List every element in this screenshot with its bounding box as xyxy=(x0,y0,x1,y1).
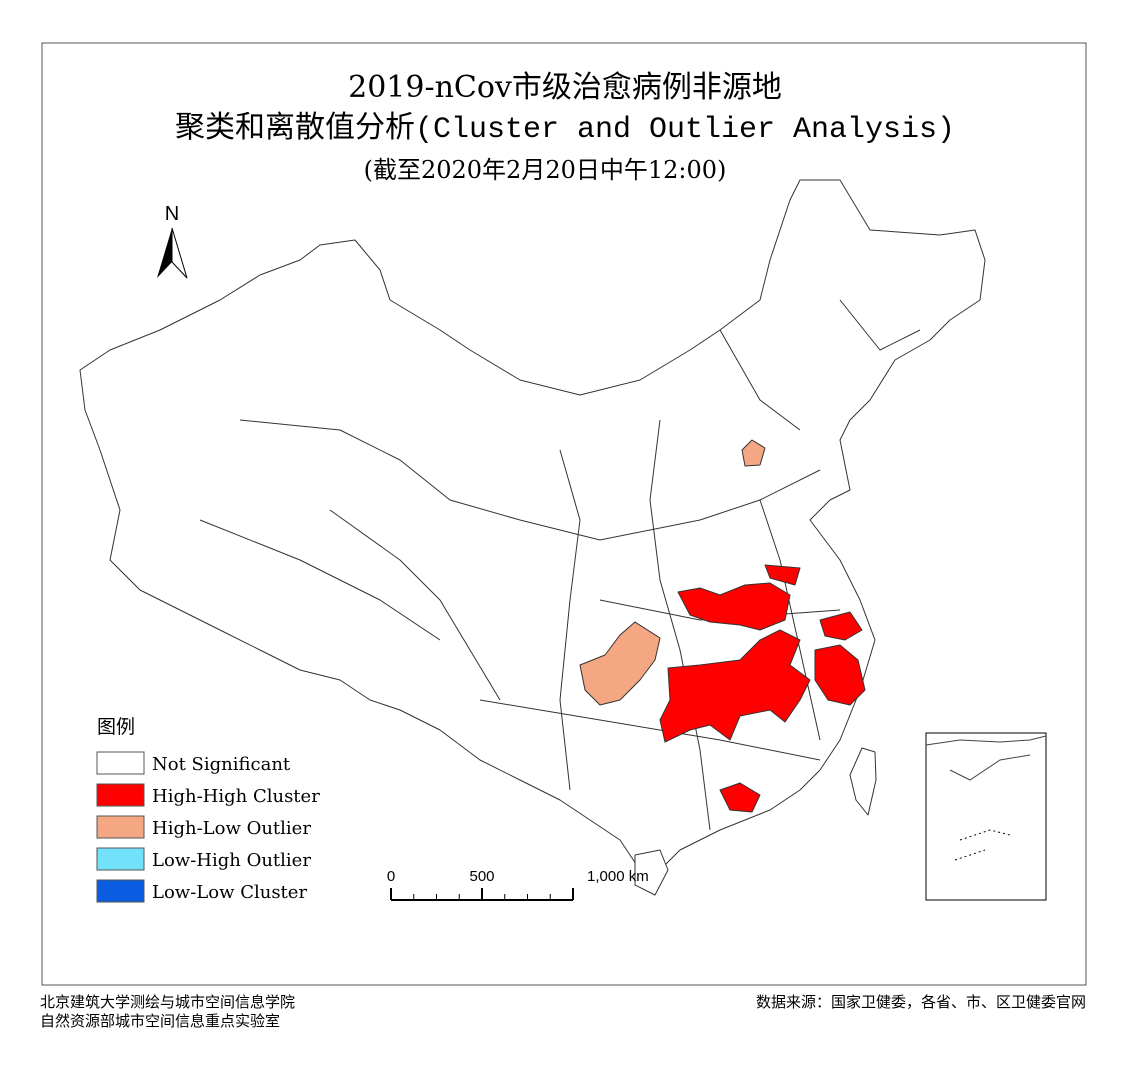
legend-label: Not Significant xyxy=(152,754,291,775)
region-boundary xyxy=(199,299,921,831)
legend-label: Low-Low Cluster xyxy=(152,882,307,903)
highlighted-region xyxy=(677,582,791,631)
inset-frame xyxy=(925,732,1047,901)
inset-map xyxy=(925,732,1047,901)
legend-label: Low-High Outlier xyxy=(152,850,311,871)
highlighted-region xyxy=(764,564,801,586)
scale-label: 1,000 km xyxy=(587,868,649,885)
legend-label: High-High Cluster xyxy=(152,786,320,807)
legend-swatch xyxy=(96,783,145,807)
legend-title: 图例 xyxy=(97,716,135,738)
highlighted-region xyxy=(741,439,766,467)
china-map xyxy=(79,179,993,896)
legend-swatch xyxy=(96,751,145,775)
footer-left-1: 北京建筑大学测绘与城市空间信息学院 xyxy=(40,993,295,1011)
legend-swatch xyxy=(96,847,145,871)
title-line3: (截至2020年2月20日中午12:00) xyxy=(364,156,727,184)
north-arrow: N xyxy=(157,203,188,279)
highlighted-region xyxy=(814,644,866,706)
hainan xyxy=(634,849,669,896)
taiwan xyxy=(849,747,877,816)
scale-label: 0 xyxy=(387,868,395,885)
inset-islands xyxy=(954,829,1011,861)
legend: 图例 Not Significant High-High Cluster High-… xyxy=(96,716,320,903)
highlighted-region xyxy=(579,621,661,706)
legend-swatch xyxy=(96,815,145,839)
highlighted-region xyxy=(819,611,863,641)
legend-swatch xyxy=(96,879,145,903)
inset-coast xyxy=(925,735,1047,781)
north-label: N xyxy=(165,203,179,225)
title-line1: 2019-nCov市级治愈病例非源地 xyxy=(348,70,782,105)
north-arrow-right xyxy=(171,227,188,279)
legend-label: High-Low Outlier xyxy=(152,818,311,839)
footer-right: 数据来源：国家卫健委，各省、市、区卫健委官网 xyxy=(756,993,1086,1011)
title-line2: 聚类和离散值分析(Cluster and Outlier Analysis) xyxy=(175,111,955,147)
highlighted-region xyxy=(659,629,811,743)
map-frame xyxy=(41,42,1087,986)
scale-label: 500 xyxy=(469,868,494,885)
highlighted-region xyxy=(719,782,761,813)
scale-bar: 0 500 1,000 km xyxy=(387,868,649,901)
footer-left-2: 自然资源部城市空间信息重点实验室 xyxy=(40,1012,280,1030)
north-arrow-left xyxy=(157,228,172,278)
